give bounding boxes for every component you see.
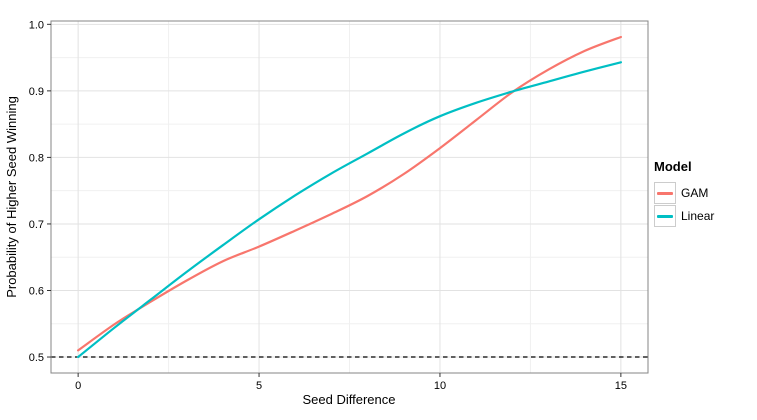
x-tick-label: 10 <box>434 380 446 392</box>
legend-title: Model <box>654 159 692 174</box>
y-tick-label: 0.7 <box>29 219 44 231</box>
panel-border <box>50 20 649 374</box>
y-tick-label: 0.6 <box>29 285 44 297</box>
legend: Model GAM Linear <box>654 159 714 228</box>
series-line-gam <box>77 35 622 352</box>
y-tick-label: 0.8 <box>29 152 44 164</box>
y-tick-label: 1.0 <box>29 19 44 31</box>
legend-key-linear <box>654 205 676 227</box>
x-tick-label: 15 <box>615 380 627 392</box>
legend-item-gam: GAM <box>654 182 714 204</box>
legend-key-gam <box>654 182 676 204</box>
x-axis-title: Seed Difference <box>302 392 396 407</box>
legend-label: Linear <box>681 209 715 223</box>
legend-item-linear: Linear <box>654 205 714 227</box>
y-axis-title: Probability of Higher Seed Winning <box>4 96 19 298</box>
legend-line-sample-icon <box>657 214 673 218</box>
x-tick-label: 0 <box>75 380 81 392</box>
legend-items: GAM Linear <box>654 182 714 227</box>
legend-label: GAM <box>681 186 709 200</box>
x-tick-label: 5 <box>256 380 262 392</box>
y-tick-label: 0.5 <box>29 352 44 364</box>
legend-line-sample-icon <box>657 191 673 195</box>
y-tick-label: 0.9 <box>29 86 44 98</box>
series-line-linear <box>77 61 622 359</box>
